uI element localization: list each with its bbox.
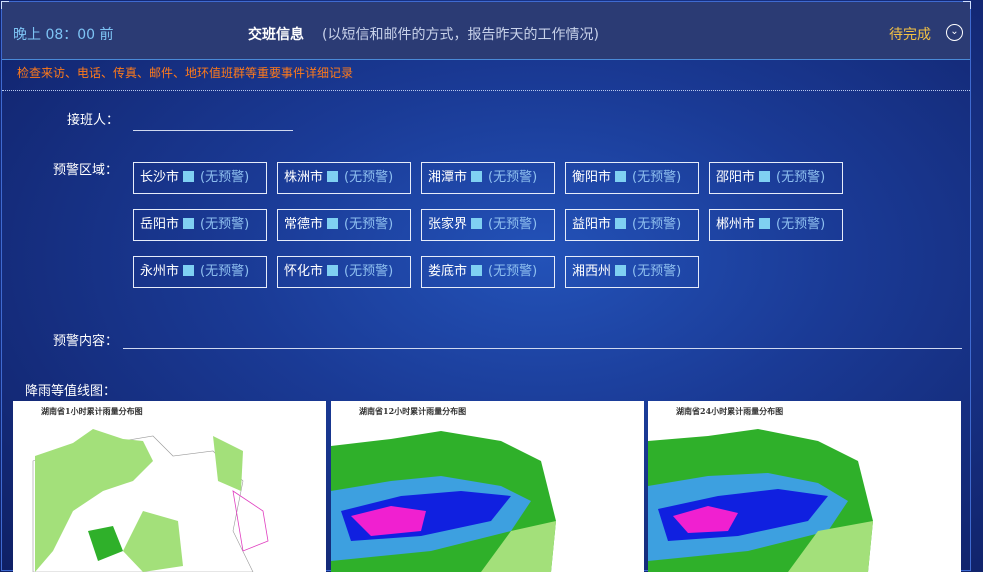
city-name: 衡阳市 <box>572 170 612 185</box>
rain-map-image <box>32 429 269 572</box>
rain-label: 降雨等值线图： <box>25 384 117 399</box>
warning-level-swatch <box>615 171 627 182</box>
warning-level: (无预警) <box>776 217 826 232</box>
city-name: 怀化市 <box>284 264 324 279</box>
warning-level: (无预警) <box>488 217 538 232</box>
region-item[interactable]: 湘西州 (无预警) <box>565 256 699 288</box>
task-title: 交班信息 <box>248 27 304 43</box>
rain-map-1h[interactable]: 湖南省1小时累计雨量分布图 <box>13 401 326 572</box>
warning-level-swatch <box>471 171 483 182</box>
city-name: 张家界 <box>428 217 468 232</box>
warning-level: (无预警) <box>632 170 682 185</box>
rain-map-image <box>331 431 556 572</box>
region-label: 预警区域： <box>53 163 119 178</box>
warning-level-swatch <box>327 218 339 229</box>
content-input[interactable] <box>123 333 962 349</box>
rain-map-24h[interactable]: 湖南省24小时累计雨量分布图 <box>648 401 961 572</box>
warning-level: (无预警) <box>632 264 682 279</box>
region-item[interactable]: 永州市 (无预警) <box>133 256 267 288</box>
status-badge: 待完成 <box>889 27 931 43</box>
region-item[interactable]: 湘潭市 (无预警) <box>421 162 555 194</box>
task-note: 检查来访、电话、传真、邮件、地环值班群等重要事件详细记录 <box>17 66 354 80</box>
rain-map-12h[interactable]: 湖南省12小时累计雨量分布图 <box>331 401 644 572</box>
warning-level-swatch <box>183 265 195 276</box>
region-item[interactable]: 张家界 (无预警) <box>421 209 555 241</box>
city-name: 益阳市 <box>572 217 612 232</box>
region-item[interactable]: 岳阳市 (无预警) <box>133 209 267 241</box>
warning-level-swatch <box>183 171 195 182</box>
city-name: 长沙市 <box>140 170 180 185</box>
warning-level-swatch <box>615 265 627 276</box>
warning-level: (无预警) <box>488 170 538 185</box>
city-name: 娄底市 <box>428 264 468 279</box>
content-label: 预警内容： <box>53 334 119 349</box>
warning-level-swatch <box>759 171 771 182</box>
warning-level: (无预警) <box>488 264 538 279</box>
task-header[interactable]: 晚上 08：00 前 交班信息 (以短信和邮件的方式，报告昨天的工作情况) 待完… <box>2 2 970 60</box>
warning-level: (无预警) <box>344 170 394 185</box>
warning-level: (无预警) <box>344 264 394 279</box>
region-item[interactable]: 衡阳市 (无预警) <box>565 162 699 194</box>
region-item[interactable]: 郴州市 (无预警) <box>709 209 843 241</box>
region-item[interactable]: 娄底市 (无预警) <box>421 256 555 288</box>
city-name: 郴州市 <box>716 217 756 232</box>
region-item[interactable]: 长沙市 (无预警) <box>133 162 267 194</box>
region-item[interactable]: 怀化市 (无预警) <box>277 256 411 288</box>
city-name: 湘潭市 <box>428 170 468 185</box>
warning-level-swatch <box>471 265 483 276</box>
region-item[interactable]: 常德市 (无预警) <box>277 209 411 241</box>
receiver-input[interactable] <box>133 115 293 131</box>
city-name: 永州市 <box>140 264 180 279</box>
region-item[interactable]: 株洲市 (无预警) <box>277 162 411 194</box>
warning-level-swatch <box>759 218 771 229</box>
warning-level: (无预警) <box>776 170 826 185</box>
warning-level-swatch <box>471 218 483 229</box>
task-subtitle: (以短信和邮件的方式，报告昨天的工作情况) <box>322 27 599 43</box>
divider <box>2 90 970 91</box>
warning-level-swatch <box>615 218 627 229</box>
receiver-label: 接班人： <box>67 113 120 128</box>
warning-level: (无预警) <box>344 217 394 232</box>
deadline: 晚上 08：00 前 <box>13 27 114 43</box>
region-item[interactable]: 益阳市 (无预警) <box>565 209 699 241</box>
region-item[interactable]: 邵阳市 (无预警) <box>709 162 843 194</box>
city-name: 株洲市 <box>284 170 324 185</box>
map-title: 湖南省24小时累计雨量分布图 <box>676 406 784 416</box>
city-name: 岳阳市 <box>140 217 180 232</box>
city-name: 常德市 <box>284 217 324 232</box>
warning-level: (无预警) <box>200 217 250 232</box>
city-name: 邵阳市 <box>716 170 756 185</box>
chevron-down-circle-icon[interactable]: ⌄ <box>946 24 963 41</box>
warning-level: (无预警) <box>632 217 682 232</box>
rain-map-image <box>648 429 873 572</box>
city-name: 湘西州 <box>572 264 612 279</box>
warning-level: (无预警) <box>200 170 250 185</box>
map-title: 湖南省12小时累计雨量分布图 <box>359 406 467 416</box>
warning-level-swatch <box>183 218 195 229</box>
warning-level-swatch <box>327 265 339 276</box>
warning-level: (无预警) <box>200 264 250 279</box>
warning-level-swatch <box>327 171 339 182</box>
map-title: 湖南省1小时累计雨量分布图 <box>41 406 143 416</box>
